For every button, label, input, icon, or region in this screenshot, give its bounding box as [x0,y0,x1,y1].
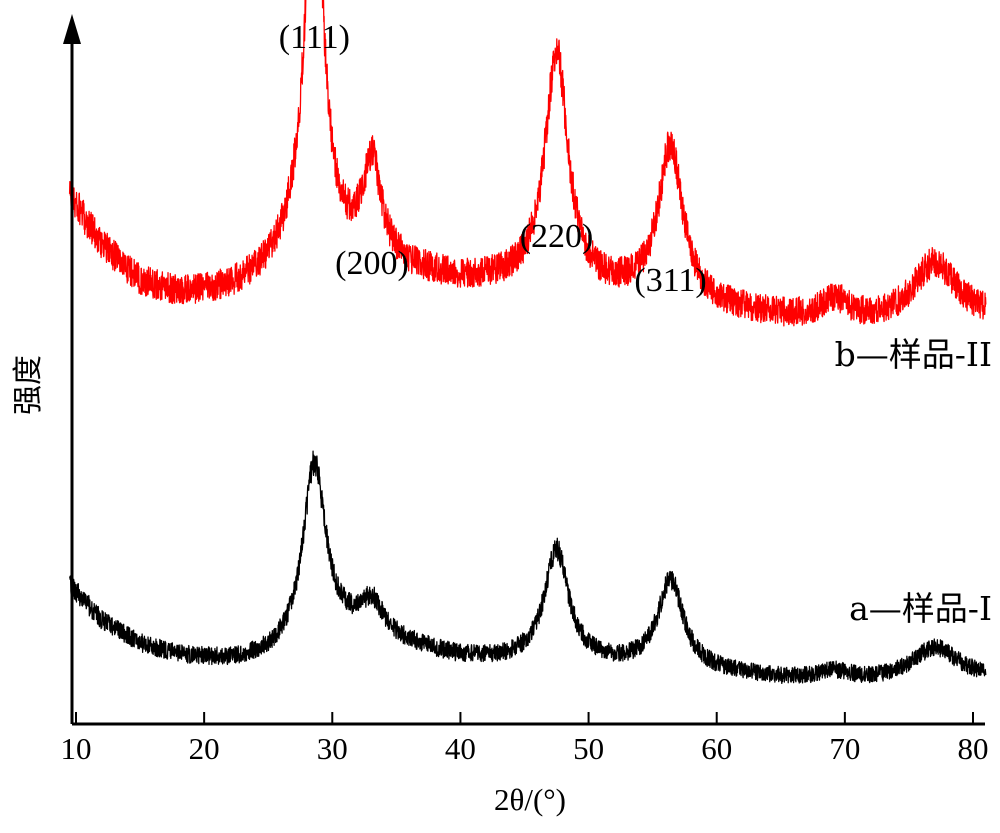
peak-label: (200) [335,245,409,282]
y-axis-arrow-icon [63,14,81,44]
x-axis-label: 2θ/(°) [494,782,566,817]
axes-group: 10 20 30 40 50 60 70 80 [61,14,989,766]
series-group [68,0,987,685]
x-tick-label: 80 [958,731,989,766]
x-tick-label: 50 [573,731,604,766]
x-tick-label: 60 [701,731,732,766]
y-axis-label: 强度 [11,355,46,415]
x-tick-label: 10 [61,731,92,766]
legend-label-b: b—样品-II [835,335,992,374]
peak-label: (111) [279,19,350,56]
series-line-b [68,0,987,327]
peak-label: (220) [520,218,594,255]
peak-label: (311) [634,262,706,299]
x-tick-label: 30 [317,731,348,766]
series-line-a [68,450,987,685]
x-tick-label: 70 [829,731,860,766]
x-tick-label: 40 [445,731,476,766]
legend-label-a: a—样品-I [849,589,992,628]
labels-group: 2θ/(°) 强度 (111) (200) (220) (311) b—样品-II a—样… [11,19,992,817]
x-tick-label: 20 [189,731,220,766]
